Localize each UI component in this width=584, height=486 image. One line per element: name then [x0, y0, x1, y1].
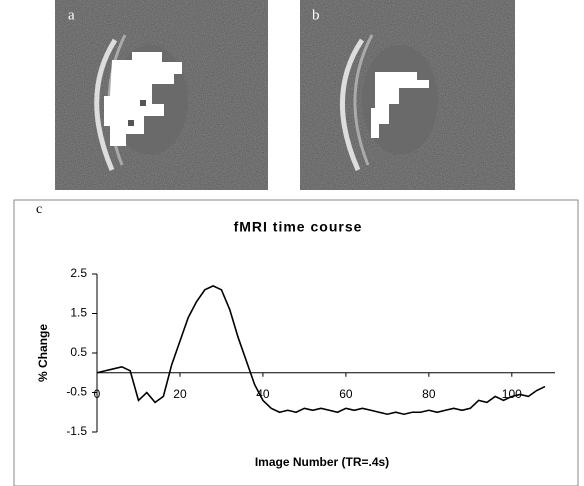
x-axis-label: Image Number (TR=.4s): [255, 455, 389, 469]
y-tick-label: 1.5: [70, 306, 87, 320]
x-tick-label: 100: [502, 387, 522, 401]
x-tick-label: 80: [422, 387, 436, 401]
panel-label: c: [36, 202, 42, 217]
image-a: [55, 0, 268, 190]
image-b: [300, 0, 515, 190]
y-tick-label: -0.5: [66, 385, 87, 399]
x-tick-label: 0: [94, 387, 101, 401]
panel-label: b: [312, 7, 320, 23]
panel-label: a: [68, 7, 75, 23]
y-tick-label: 0.5: [70, 345, 87, 359]
y-axis-label: % Change: [36, 324, 50, 382]
y-tick-label: 2.5: [70, 266, 87, 280]
y-tick-label: -1.5: [66, 424, 87, 438]
chart-title: fMRI time course: [234, 219, 363, 235]
data-line: [96, 284, 546, 416]
x-tick-label: 40: [256, 387, 270, 401]
x-tick-label: 60: [339, 387, 353, 401]
x-tick-label: 20: [173, 387, 187, 401]
